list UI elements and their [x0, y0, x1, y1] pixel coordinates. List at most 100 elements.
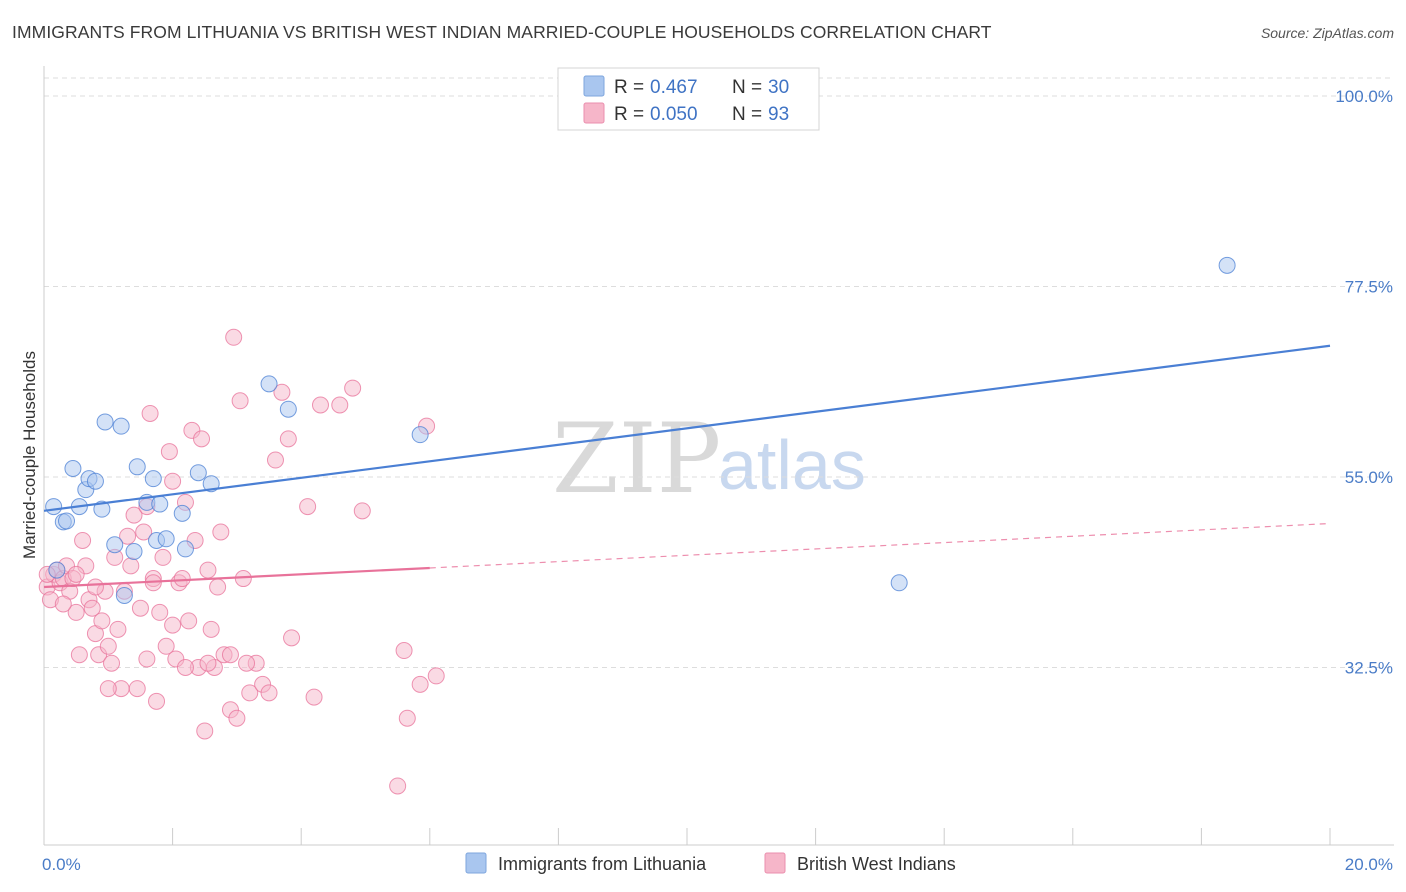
data-point-bwi [148, 692, 166, 710]
tick-labels: 100.0% 77.5% 55.0% 32.5% 0.0% 20.0% [42, 87, 1393, 874]
legend-n-label-1: N = [732, 77, 762, 98]
data-point-bwi [305, 688, 323, 706]
data-point-lithuania [128, 458, 146, 476]
data-point-bwi [141, 404, 159, 422]
data-point-bwi [353, 502, 371, 520]
data-point-bwi [157, 637, 175, 655]
data-point-bwi [228, 709, 246, 727]
data-point-bwi [279, 430, 297, 448]
data-point-bwi [164, 472, 182, 490]
data-point-bwi [67, 565, 85, 583]
data-point-lithuania [1218, 256, 1236, 274]
y-tick-label: 100.0% [1335, 87, 1393, 106]
data-point-bwi [180, 612, 198, 630]
data-point-lithuania [58, 512, 76, 530]
data-point-bwi [122, 557, 140, 575]
data-point-lithuania [64, 460, 82, 477]
data-points [38, 256, 1236, 795]
data-point-bwi [93, 612, 111, 630]
legend-n-label-2: N = [732, 104, 762, 125]
data-point-lithuania [411, 426, 429, 444]
data-point-bwi [125, 506, 143, 524]
data-point-bwi [231, 392, 249, 410]
legend-box: R = 0.467 N = 30 R = 0.050 N = 93 [557, 67, 820, 131]
data-point-bwi [86, 578, 104, 596]
data-point-bwi [74, 531, 92, 549]
data-point-lithuania [112, 417, 130, 435]
data-point-lithuania [151, 495, 169, 513]
source-text: Source: ZipAtlas.com [1260, 25, 1394, 41]
data-point-lithuania [189, 464, 207, 482]
data-point-bwi [311, 396, 329, 414]
data-point-bwi [119, 527, 137, 545]
data-point-lithuania [202, 475, 220, 493]
legend-r-label-1: R = [614, 77, 644, 98]
bottom-legend-label-lithuania: Immigrants from Lithuania [498, 854, 707, 874]
data-point-lithuania [115, 586, 133, 604]
data-point-bwi [109, 620, 127, 638]
data-point-bwi [135, 523, 153, 541]
data-point-bwi [83, 599, 101, 617]
data-point-bwi [221, 646, 239, 664]
bottom-legend: Immigrants from Lithuania British West I… [465, 852, 956, 874]
legend-swatch-blue [583, 75, 605, 97]
y-tick-label: 55.0% [1345, 468, 1393, 487]
bottom-legend-swatch-pink [764, 852, 786, 874]
data-point-lithuania [106, 536, 124, 554]
data-point-bwi [131, 599, 149, 617]
data-point-bwi [427, 667, 445, 685]
data-point-bwi [273, 383, 291, 401]
x-tick-label-left: 0.0% [42, 855, 81, 874]
data-point-lithuania [86, 472, 104, 490]
data-point-bwi [199, 561, 217, 579]
data-point-bwi [196, 722, 214, 740]
legend-swatch-pink [583, 102, 605, 124]
data-point-lithuania [173, 504, 191, 522]
data-point-bwi [299, 498, 317, 516]
data-point-bwi [173, 570, 191, 588]
watermark-zip: ZIP [552, 403, 721, 515]
data-point-bwi [202, 620, 220, 638]
data-point-bwi [67, 603, 85, 621]
bottom-legend-label-bwi: British West Indians [797, 854, 956, 874]
data-point-lithuania [96, 413, 114, 431]
data-point-bwi [160, 443, 178, 461]
legend-r-value-1: 0.467 [650, 77, 698, 98]
data-point-bwi [344, 379, 362, 397]
legend-n-value-2: 93 [768, 104, 789, 125]
data-point-lithuania [176, 540, 194, 558]
data-point-bwi [154, 548, 172, 566]
data-point-bwi [54, 595, 72, 613]
data-point-bwi [212, 523, 230, 541]
data-point-bwi [225, 328, 243, 346]
data-point-bwi [70, 646, 88, 664]
data-point-bwi [193, 430, 211, 448]
data-point-bwi [99, 637, 117, 655]
data-point-lithuania [48, 561, 66, 579]
data-point-bwi [151, 603, 169, 621]
data-point-bwi [283, 629, 301, 647]
legend-n-value-1: 30 [768, 77, 789, 98]
data-point-bwi [176, 658, 194, 676]
data-point-bwi [238, 654, 256, 672]
data-point-bwi [138, 650, 156, 668]
trend-line-lithuania [43, 344, 1331, 512]
data-point-bwi [103, 654, 121, 672]
data-point-bwi [398, 709, 416, 727]
data-point-lithuania [125, 542, 143, 560]
trend-line-bwi-dashed [429, 522, 1331, 569]
data-point-bwi [241, 684, 259, 702]
data-point-bwi [411, 675, 429, 693]
data-point-bwi [389, 777, 407, 795]
y-axis-title: Married-couple Households [20, 351, 39, 559]
data-point-bwi [260, 684, 278, 702]
legend-r-value-2: 0.050 [650, 104, 698, 125]
watermark-atlas: atlas [718, 426, 866, 504]
data-point-lithuania [279, 400, 297, 418]
data-point-bwi [164, 616, 182, 634]
data-point-lithuania [260, 375, 278, 393]
data-point-bwi [395, 642, 413, 660]
data-point-bwi [266, 451, 284, 469]
trend-line-bwi [43, 566, 430, 589]
